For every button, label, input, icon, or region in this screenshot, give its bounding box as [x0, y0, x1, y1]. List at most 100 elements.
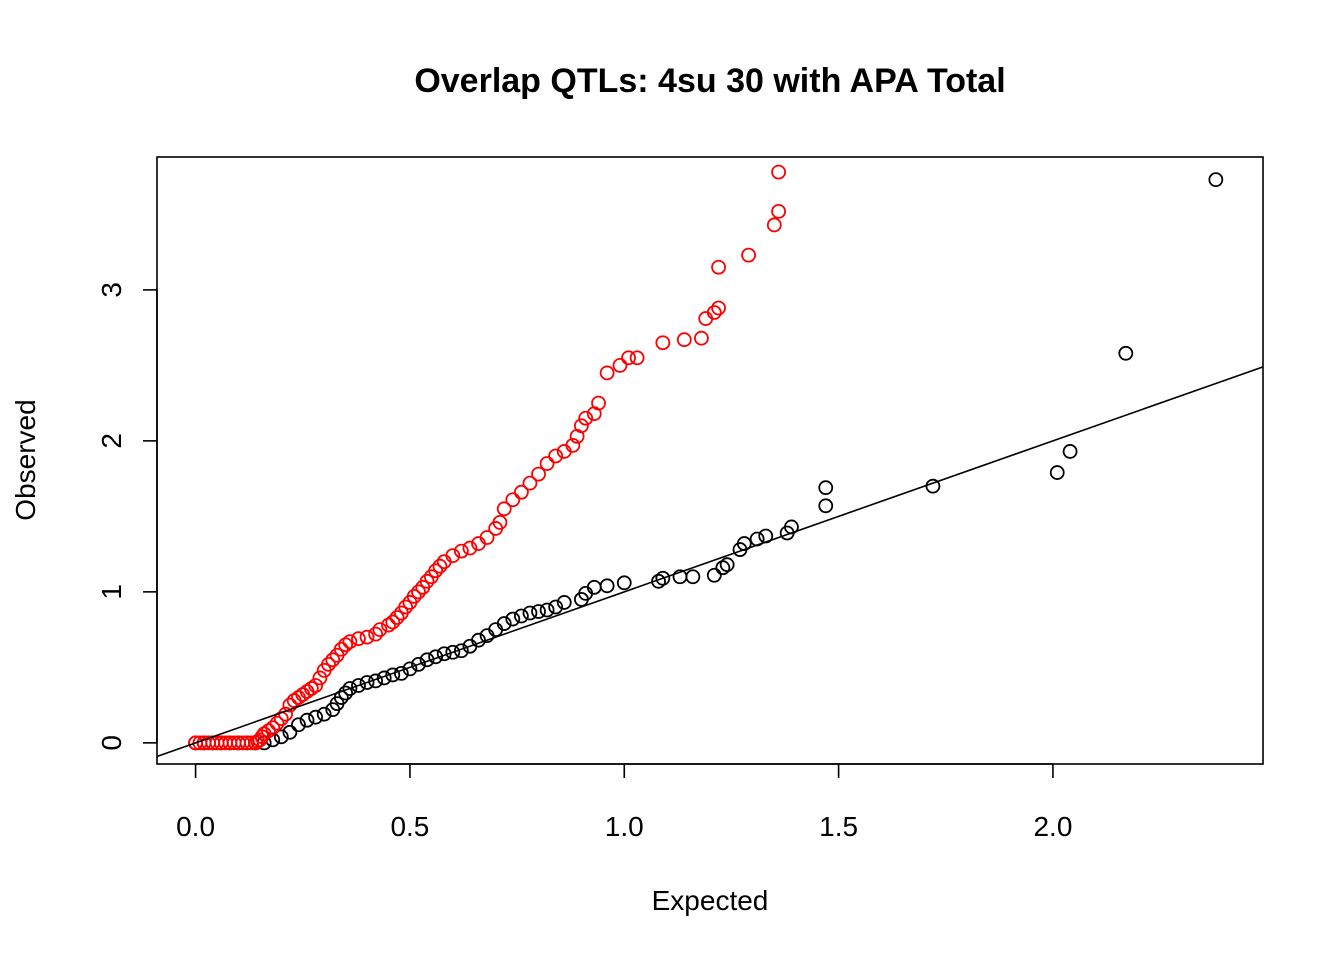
data-point	[312, 670, 328, 686]
data-point	[342, 681, 358, 696]
data-point	[342, 634, 358, 650]
data-point	[308, 709, 324, 725]
x-tick-label: 2.0	[1033, 811, 1072, 842]
data-point	[531, 604, 546, 619]
data-point	[711, 259, 726, 275]
data-point	[1208, 172, 1224, 188]
data-point	[351, 631, 366, 647]
y-tick-label: 1	[96, 584, 127, 600]
data-point	[556, 595, 572, 610]
data-point	[261, 723, 276, 739]
data-point	[539, 456, 555, 471]
x-tick-label: 0.0	[176, 811, 215, 842]
data-point	[548, 599, 564, 615]
data-point	[711, 300, 726, 316]
data-point	[282, 724, 298, 740]
data-point	[265, 720, 281, 736]
data-point	[771, 164, 786, 180]
data-point	[428, 563, 444, 579]
data-point	[1049, 465, 1065, 480]
y-axis-label: Observed	[10, 399, 41, 520]
data-point	[685, 569, 701, 585]
data-point	[676, 332, 692, 348]
data-point	[385, 614, 401, 630]
data-point	[316, 706, 332, 722]
data-point	[432, 558, 448, 574]
data-point	[351, 678, 366, 693]
data-point	[359, 629, 375, 645]
data-point	[706, 567, 722, 583]
data-point	[496, 616, 512, 631]
data-point	[299, 712, 315, 728]
data-point	[359, 675, 375, 690]
data-point	[548, 448, 564, 464]
x-tick-label: 1.0	[605, 811, 644, 842]
data-point	[539, 602, 555, 618]
data-point	[706, 305, 722, 320]
data-point	[771, 203, 786, 219]
data-point	[269, 715, 285, 731]
data-point	[616, 575, 632, 591]
data-point	[565, 438, 581, 453]
data-point	[453, 543, 469, 559]
data-point	[1118, 345, 1134, 361]
data-point	[694, 330, 709, 346]
data-point	[389, 610, 405, 625]
data-point	[505, 492, 521, 508]
data-point	[303, 681, 319, 696]
series-points	[188, 164, 786, 751]
data-point	[818, 498, 834, 514]
chart-title: Overlap QTLs: 4su 30 with APA Total	[414, 62, 1005, 100]
data-point	[479, 530, 495, 545]
data-point	[325, 652, 341, 668]
data-points	[188, 164, 1224, 751]
y-tick-label: 3	[96, 282, 127, 298]
data-point	[411, 584, 426, 600]
reference-line	[157, 366, 1263, 758]
data-point	[599, 578, 615, 594]
data-point	[291, 717, 306, 733]
data-point	[766, 217, 782, 233]
data-point	[505, 611, 521, 627]
data-point	[573, 418, 589, 434]
data-point	[522, 605, 538, 621]
data-point	[419, 573, 435, 589]
data-point	[398, 599, 414, 615]
data-point	[591, 395, 606, 411]
series-points	[188, 172, 1224, 751]
data-point	[333, 641, 349, 657]
data-point	[612, 357, 628, 373]
data-point	[445, 644, 461, 660]
data-point	[492, 515, 508, 530]
data-point	[513, 484, 529, 500]
data-point	[655, 335, 671, 351]
data-point	[381, 617, 396, 633]
data-point	[372, 622, 388, 638]
data-point	[406, 588, 422, 604]
data-point	[282, 697, 298, 713]
data-point	[719, 557, 735, 573]
y-tick-label: 2	[96, 433, 127, 449]
data-point	[818, 480, 834, 496]
data-point	[462, 540, 478, 556]
x-axis-label: Expected	[652, 885, 769, 916]
data-point	[599, 365, 615, 381]
data-point	[513, 608, 529, 624]
data-point	[741, 247, 756, 263]
data-point	[321, 656, 336, 672]
data-point	[445, 548, 461, 564]
data-point	[1062, 444, 1078, 459]
data-point	[655, 570, 671, 586]
data-point	[531, 466, 546, 482]
data-point	[578, 410, 594, 426]
data-point	[629, 350, 645, 366]
x-axis: 0.0 0.5 1.0 1.5 2.0	[176, 763, 1072, 842]
y-tick-label: 0	[96, 735, 127, 751]
data-point	[496, 501, 512, 517]
data-point	[308, 678, 324, 693]
data-point	[522, 475, 538, 491]
data-point	[273, 729, 289, 745]
data-point	[715, 560, 731, 576]
x-tick-label: 1.5	[819, 811, 858, 842]
